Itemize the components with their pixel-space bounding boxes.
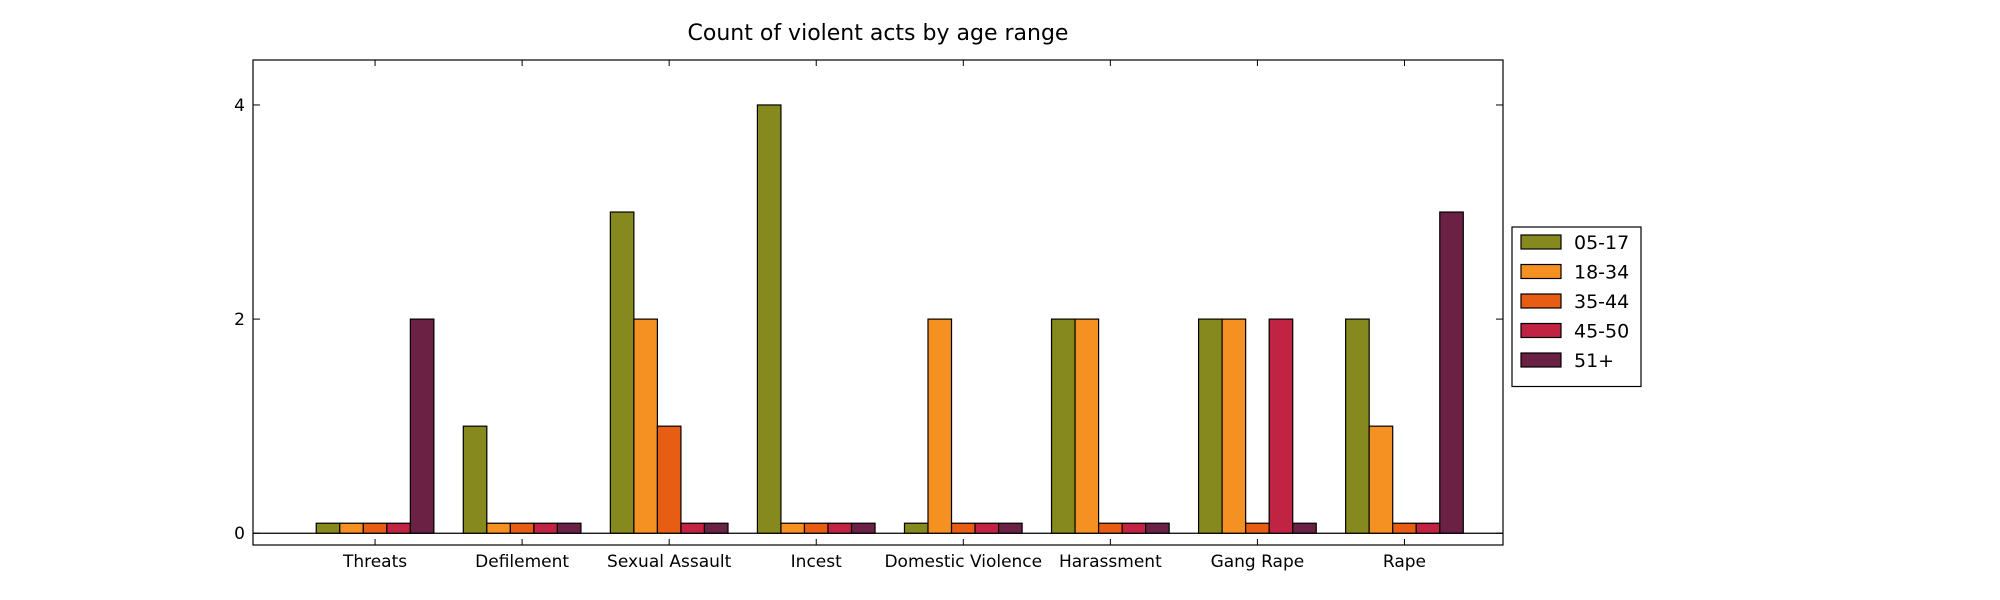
bar-defilement-45-50 [533, 522, 559, 534]
bar-domestic-violence-45-50 [974, 522, 1000, 534]
bar-rape-35-44 [1392, 522, 1417, 534]
bar-harassment-18-34 [1074, 318, 1100, 534]
bar-incest-35-44 [803, 522, 829, 534]
bar-defilement-51+ [556, 522, 582, 534]
bar-rape-05-17 [1345, 318, 1370, 534]
bar-incest-51+ [850, 522, 876, 534]
bar-defilement-05-17 [462, 425, 488, 534]
bar-harassment-05-17 [1050, 318, 1076, 534]
bar-gang-rape-45-50 [1268, 318, 1294, 534]
x-tick-label: Incest [791, 552, 842, 572]
legend-label-05-17: 05-17 [1574, 232, 1629, 254]
bar-sexual-assault-18-34 [633, 318, 659, 534]
bar-rape-51+ [1439, 211, 1464, 534]
bar-domestic-violence-05-17 [903, 522, 929, 534]
bar-threats-45-50 [386, 522, 411, 534]
legend-label-35-44: 35-44 [1574, 291, 1629, 313]
legend-label-45-50: 45-50 [1574, 321, 1629, 343]
chart-title: Count of violent acts by age range [688, 21, 1069, 46]
legend-swatch-18-34 [1520, 263, 1562, 280]
x-tick-label: Defilement [475, 552, 569, 572]
x-tick-label: Sexual Assault [607, 552, 732, 572]
plot-frame [252, 59, 1504, 546]
bar-rape-18-34 [1368, 425, 1394, 534]
x-tick-label: Gang Rape [1211, 552, 1305, 572]
bar-incest-18-34 [780, 522, 806, 534]
legend-swatch-45-50 [1520, 322, 1562, 339]
bar-harassment-51+ [1145, 522, 1170, 534]
bar-domestic-violence-35-44 [950, 522, 976, 534]
bar-sexual-assault-35-44 [656, 425, 682, 534]
bar-domestic-violence-51+ [997, 522, 1023, 534]
legend-swatch-05-17 [1520, 234, 1562, 250]
bar-threats-35-44 [362, 522, 388, 534]
bar-incest-45-50 [827, 522, 853, 534]
legend-label-18-34: 18-34 [1574, 262, 1629, 284]
bar-sexual-assault-51+ [703, 522, 729, 534]
bar-harassment-35-44 [1097, 522, 1123, 534]
x-tick-label: Rape [1383, 552, 1426, 572]
bar-incest-05-17 [756, 104, 782, 534]
legend-swatch-35-44 [1520, 293, 1562, 309]
y-tick-label: 0 [234, 524, 245, 544]
legend-label-51+: 51+ [1574, 350, 1614, 372]
x-tick-label: Threats [342, 552, 407, 572]
bar-gang-rape-18-34 [1221, 318, 1247, 534]
bar-gang-rape-35-44 [1245, 522, 1270, 534]
y-tick-label: 2 [234, 310, 245, 330]
plot-background [253, 60, 1503, 545]
bar-defilement-18-34 [486, 522, 511, 534]
bar-sexual-assault-05-17 [609, 211, 635, 534]
y-tick-label: 4 [234, 96, 245, 116]
plot-area: Threats Defilement Sexual Assault Incest Dom… [234, 59, 1504, 572]
bar-sexual-assault-45-50 [680, 522, 706, 534]
legend: 05-17 18-34 35-44 45-50 51+ [1511, 226, 1642, 388]
bar-harassment-45-50 [1121, 522, 1147, 534]
bar-rape-45-50 [1415, 522, 1441, 534]
legend-swatch-51+ [1520, 352, 1562, 368]
bar-defilement-35-44 [509, 522, 535, 534]
x-tick-label: Domestic Violence [884, 552, 1042, 572]
bar-domestic-violence-18-34 [927, 318, 953, 534]
bar-gang-rape-51+ [1292, 522, 1317, 534]
x-tick-label: Harassment [1059, 552, 1162, 572]
bar-threats-51+ [409, 318, 435, 534]
bar-gang-rape-05-17 [1197, 318, 1223, 534]
bar-threats-18-34 [339, 522, 364, 534]
bar-threats-05-17 [315, 522, 341, 534]
